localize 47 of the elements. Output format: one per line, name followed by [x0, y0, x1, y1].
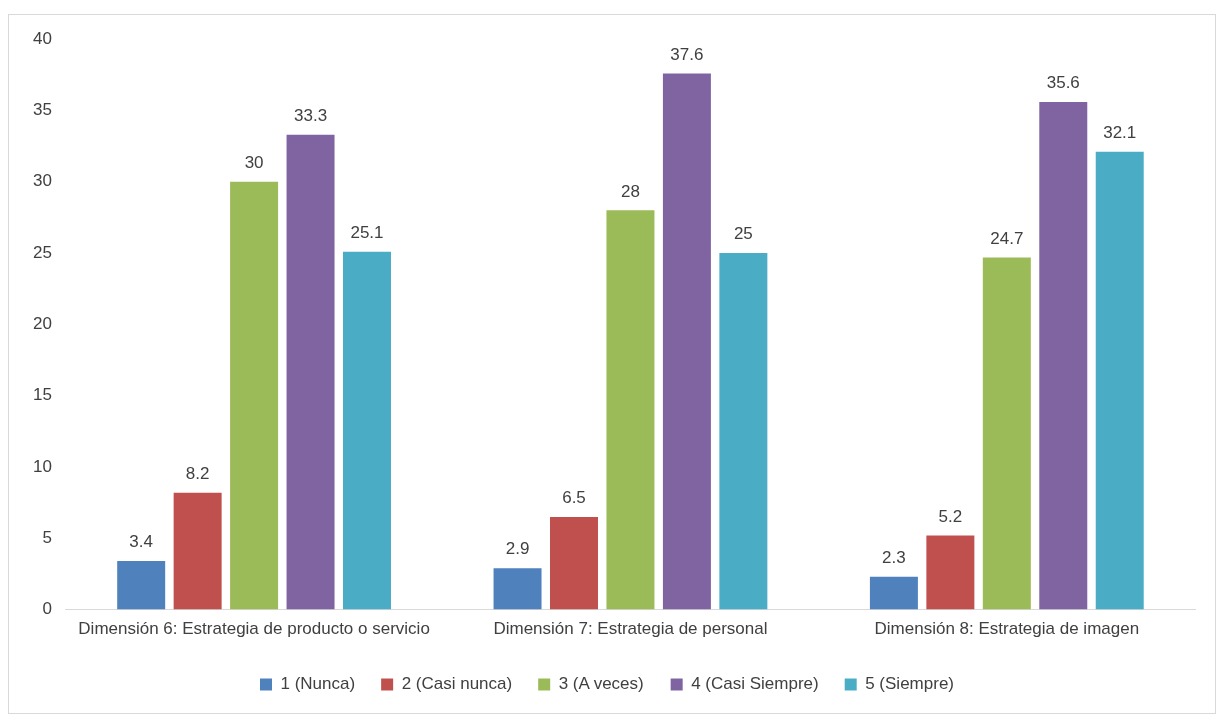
data-label: 37.6: [670, 44, 704, 64]
data-label: 32.1: [1103, 123, 1137, 143]
y-tick-label: 20: [32, 314, 52, 334]
bar: [1095, 151, 1144, 610]
bar: [173, 492, 222, 610]
legend-label: 1 (Nunca): [280, 674, 356, 694]
bar: [982, 257, 1031, 610]
legend-label: 4 (Casi Siempre): [691, 674, 819, 694]
bar: [117, 561, 166, 610]
data-label: 33.3: [294, 105, 328, 125]
bar: [606, 210, 655, 610]
y-tick-label: 15: [32, 385, 52, 405]
legend-label: 2 (Casi nunca): [401, 674, 513, 694]
bar: [662, 73, 711, 610]
data-label: 35.6: [1046, 73, 1080, 93]
y-tick-label: 0: [42, 599, 52, 619]
y-tick-label: 35: [32, 100, 52, 120]
data-label: 28: [620, 181, 640, 201]
data-label: 2.9: [505, 539, 530, 559]
y-tick-label: 25: [32, 242, 52, 262]
y-tick-label: 30: [32, 171, 52, 191]
data-label: 8.2: [185, 463, 210, 483]
data-label: 2.3: [882, 547, 906, 567]
bar: [230, 181, 279, 610]
data-label: 30: [244, 152, 264, 172]
bar: [926, 535, 975, 610]
bar: [286, 134, 335, 610]
bar: [493, 568, 542, 610]
legend-label: 3 (A veces): [558, 674, 644, 694]
data-label: 5.2: [938, 506, 963, 526]
data-label: 3.4: [129, 532, 153, 552]
y-tick-label: 5: [42, 527, 52, 547]
bar: [719, 253, 768, 610]
x-tick-label: Dimensión 6: Estrategia de producto o servicio: [78, 619, 430, 639]
data-label: 25.1: [350, 222, 384, 242]
y-tick-label: 10: [32, 456, 52, 476]
y-tick-label: 40: [32, 28, 52, 48]
x-tick-label: Dimensión 7: Estrategia de personal: [493, 619, 768, 639]
legend-label: 5 (Siempre): [865, 674, 955, 694]
bar: [343, 251, 391, 610]
data-label: 24.7: [990, 228, 1024, 248]
data-label: 6.5: [562, 488, 586, 508]
data-label: 25: [733, 224, 753, 244]
x-tick-label: Dimensión 8: Estrategia de imagen: [874, 619, 1140, 639]
bar: [550, 516, 598, 610]
bar: [1039, 101, 1088, 610]
bar: [869, 576, 918, 610]
